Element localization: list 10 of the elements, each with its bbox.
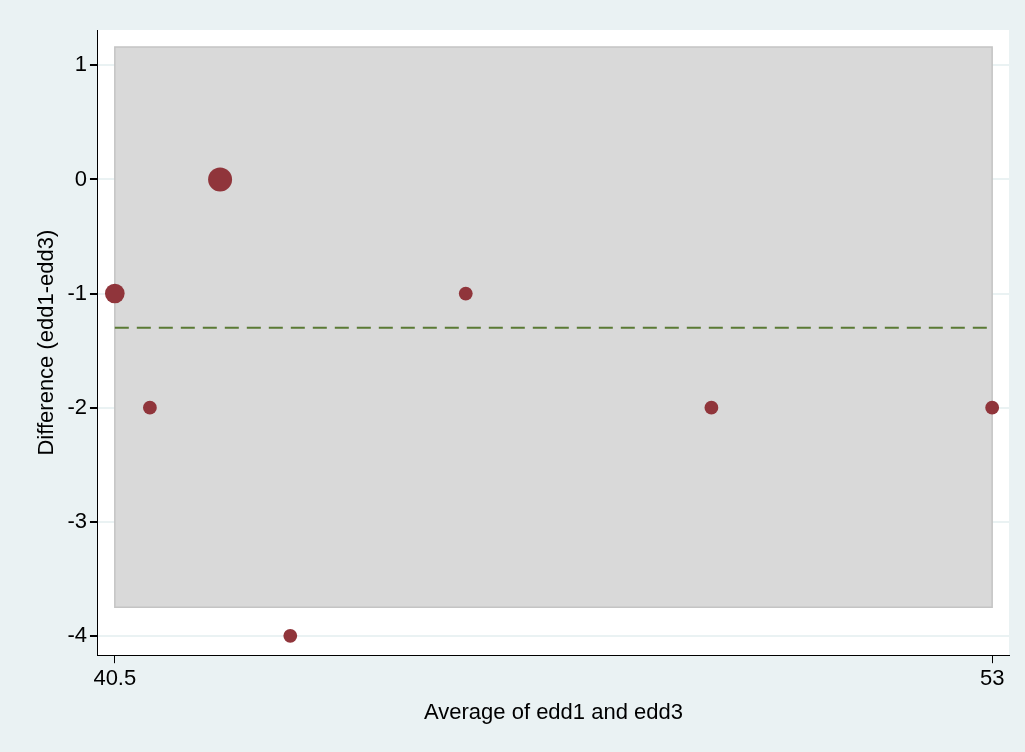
x-tick-label: 40.5 [93,665,137,691]
y-tick-label: -1 [67,279,87,305]
y-axis-title: Difference (edd1-edd3) [33,229,59,456]
y-tick-label: 0 [74,165,87,191]
x-axis-title: Average of edd1 and edd3 [424,698,683,724]
y-tick-label: -2 [67,393,87,419]
y-tick-label: 1 [74,51,87,77]
y-tick-label: -3 [67,507,87,533]
y-tick-label: -4 [67,621,87,647]
x-tick-label: 53 [979,665,1005,691]
